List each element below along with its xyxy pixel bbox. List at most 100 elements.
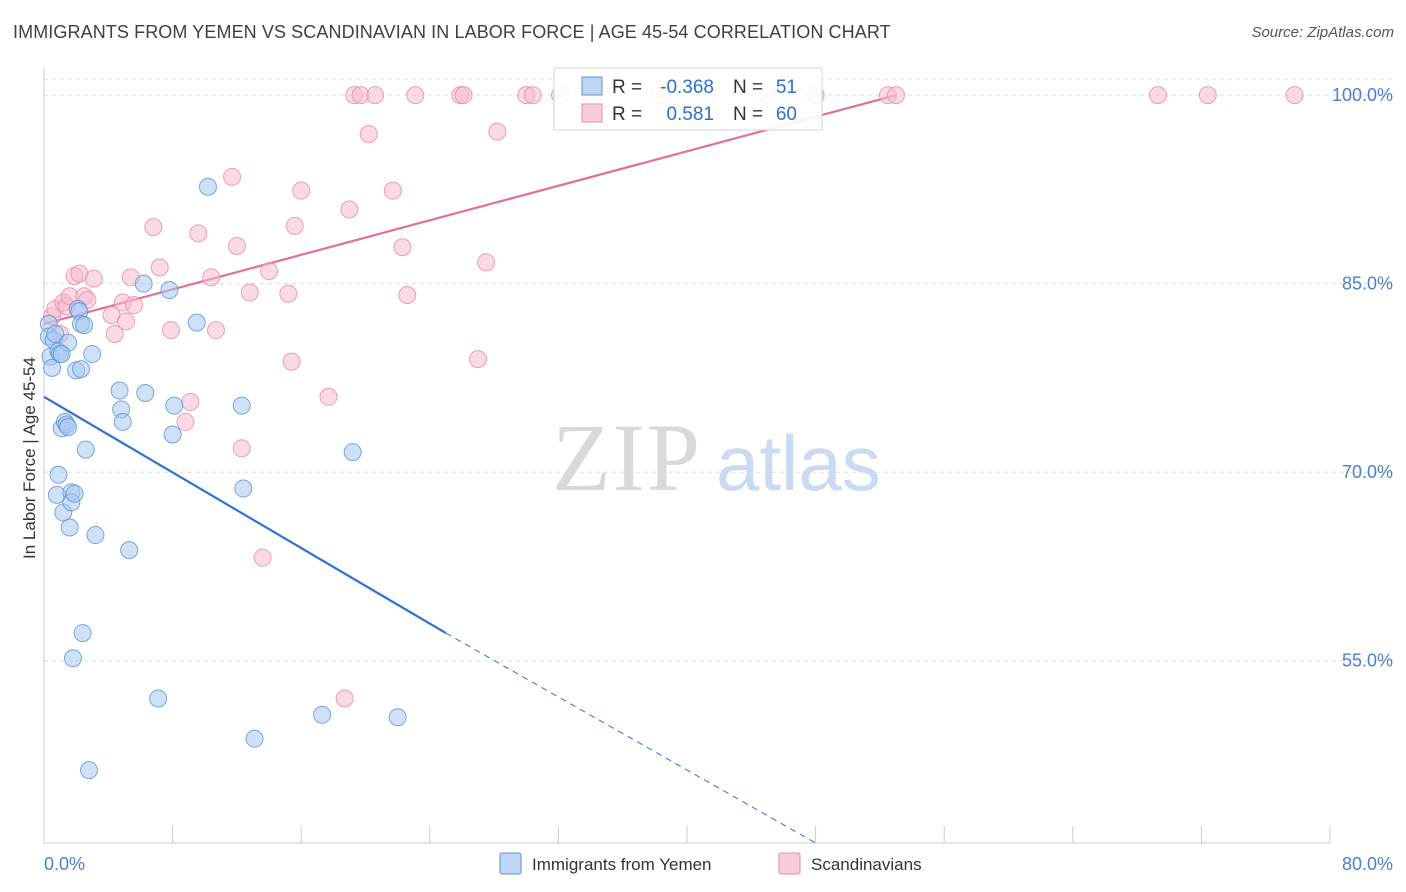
yemen-point-35 (120, 541, 139, 560)
yemen-point-44 (232, 396, 251, 415)
yemen-point-14 (59, 417, 78, 436)
y-axis-label: In Labor Force | Age 45-54 (20, 357, 39, 559)
yemen-point-37 (136, 384, 155, 403)
scandinavians-point-33 (285, 216, 304, 235)
yemen-point-48 (343, 443, 362, 462)
stats-n-value-blue: 51 (776, 77, 797, 98)
yemen-point-38 (149, 689, 168, 708)
scandinavians-point-19 (161, 321, 180, 340)
stats-r-value-pink: 0.581 (666, 104, 714, 125)
scandinavians-point-42 (383, 181, 402, 200)
scandinavians-point-43 (393, 238, 412, 257)
scandinavians-point-37 (340, 200, 359, 219)
trend-line-yemen (43, 395, 447, 635)
scandinavians-point-40 (359, 125, 378, 144)
scandinavians-point-47 (454, 86, 473, 105)
watermark-atlas: atlas (716, 419, 881, 507)
scandinavians-point-52 (523, 86, 542, 105)
x-tick-labels: 0.0% 80.0% (44, 854, 1393, 874)
yemen-point-3 (43, 358, 62, 377)
yemen-point-50 (52, 345, 71, 364)
scandinavians-point-60 (1198, 86, 1217, 105)
yemen-point-43 (198, 177, 217, 196)
trend-line-yemen-extension (445, 632, 816, 844)
scandinavians-point-25 (223, 167, 242, 186)
scandinavians-point-32 (282, 352, 301, 371)
yemen-point-5 (46, 324, 65, 343)
scandinavians-point-36 (335, 689, 354, 708)
stats-swatch-blue (581, 76, 603, 96)
yemen-point-28 (76, 440, 95, 459)
yemen-point-46 (245, 729, 264, 748)
yemen-point-16 (60, 518, 79, 537)
stats-n-value-pink: 60 (776, 104, 797, 125)
y-tick-label-1: 70.0% (1342, 462, 1393, 482)
yemen-point-27 (75, 316, 94, 335)
x-tick-label-1: 80.0% (1342, 854, 1393, 874)
yemen-point-42 (187, 313, 206, 332)
scandinavians-point-59 (1148, 86, 1167, 105)
legend-label-scandinavians: Scandinavians (811, 855, 922, 874)
chart-title: IMMIGRANTS FROM YEMEN VS SCANDINAVIAN IN… (13, 22, 891, 42)
grid-lines (44, 78, 1392, 662)
x-tick-label-0: 0.0% (44, 854, 85, 874)
scandinavians-point-14 (116, 312, 135, 331)
yemen-point-29 (80, 761, 99, 780)
yemen-point-30 (83, 345, 102, 364)
stats-legend: R = -0.368 N = 51 R = 0.581 N = 60 (553, 67, 823, 131)
trend-line-scandinavians (43, 94, 897, 325)
legend-label-yemen: Immigrants from Yemen (532, 855, 712, 874)
scandinavians-point-18 (150, 258, 169, 277)
scandinavians-point-22 (189, 224, 208, 243)
trend-lines (43, 94, 897, 844)
scandinavians-point-48 (469, 350, 488, 369)
yemen-point-45 (234, 479, 253, 498)
yemen-point-36 (134, 274, 153, 293)
series-legend: Immigrants from Yemen Scandinavians (499, 852, 922, 875)
y-tick-label-3: 100.0% (1332, 85, 1393, 105)
scandinavians-point-23 (202, 268, 221, 287)
scandinavians-point-35 (319, 387, 338, 406)
scandinavians-point-28 (240, 283, 259, 302)
watermark-zip: ZIP (552, 404, 702, 511)
scandinavians-point-41 (366, 86, 385, 105)
yemen-point-40 (163, 425, 182, 444)
scandinavians-point-50 (488, 122, 507, 141)
scandinavians-point-17 (144, 218, 163, 237)
yemen-point-34 (113, 412, 132, 431)
data-points (39, 86, 1304, 780)
scandinavians-point-45 (406, 86, 425, 105)
stats-n-label-blue: N = (733, 77, 763, 98)
yemen-point-20 (65, 484, 84, 503)
scandinavians-point-44 (398, 285, 417, 304)
scandinavians-point-49 (477, 253, 496, 272)
scandinavians-point-61 (1285, 86, 1304, 105)
scandinavians-point-30 (260, 262, 279, 281)
yemen-point-32 (110, 381, 129, 400)
scandinavians-point-21 (181, 392, 200, 411)
yemen-point-26 (73, 624, 92, 643)
scandinavians-point-26 (227, 236, 246, 255)
scandinavians-point-12 (105, 324, 124, 343)
yemen-point-41 (165, 396, 184, 415)
scandinavians-point-16 (125, 296, 144, 315)
stats-r-label-pink: R = (612, 104, 642, 125)
scandinavians-point-24 (207, 321, 226, 340)
scandinavians-point-31 (279, 284, 298, 303)
scandinavians-point-20 (176, 412, 195, 431)
chart-source: Source: ZipAtlas.com (1251, 24, 1394, 41)
axes (43, 68, 1331, 844)
scandinavians-point-27 (232, 439, 251, 458)
yemen-point-49 (388, 708, 407, 727)
legend-swatch-yemen (499, 852, 522, 875)
stats-n-label-pink: N = (733, 104, 763, 125)
watermark: ZIP atlas (552, 404, 881, 511)
stats-swatch-pink (581, 103, 603, 123)
yemen-point-39 (160, 280, 179, 299)
yemen-point-31 (86, 526, 105, 545)
scandinavians-point-10 (84, 269, 103, 288)
scandinavians-point-34 (292, 181, 311, 200)
yemen-point-47 (313, 705, 332, 724)
stats-r-label-blue: R = (612, 77, 642, 98)
